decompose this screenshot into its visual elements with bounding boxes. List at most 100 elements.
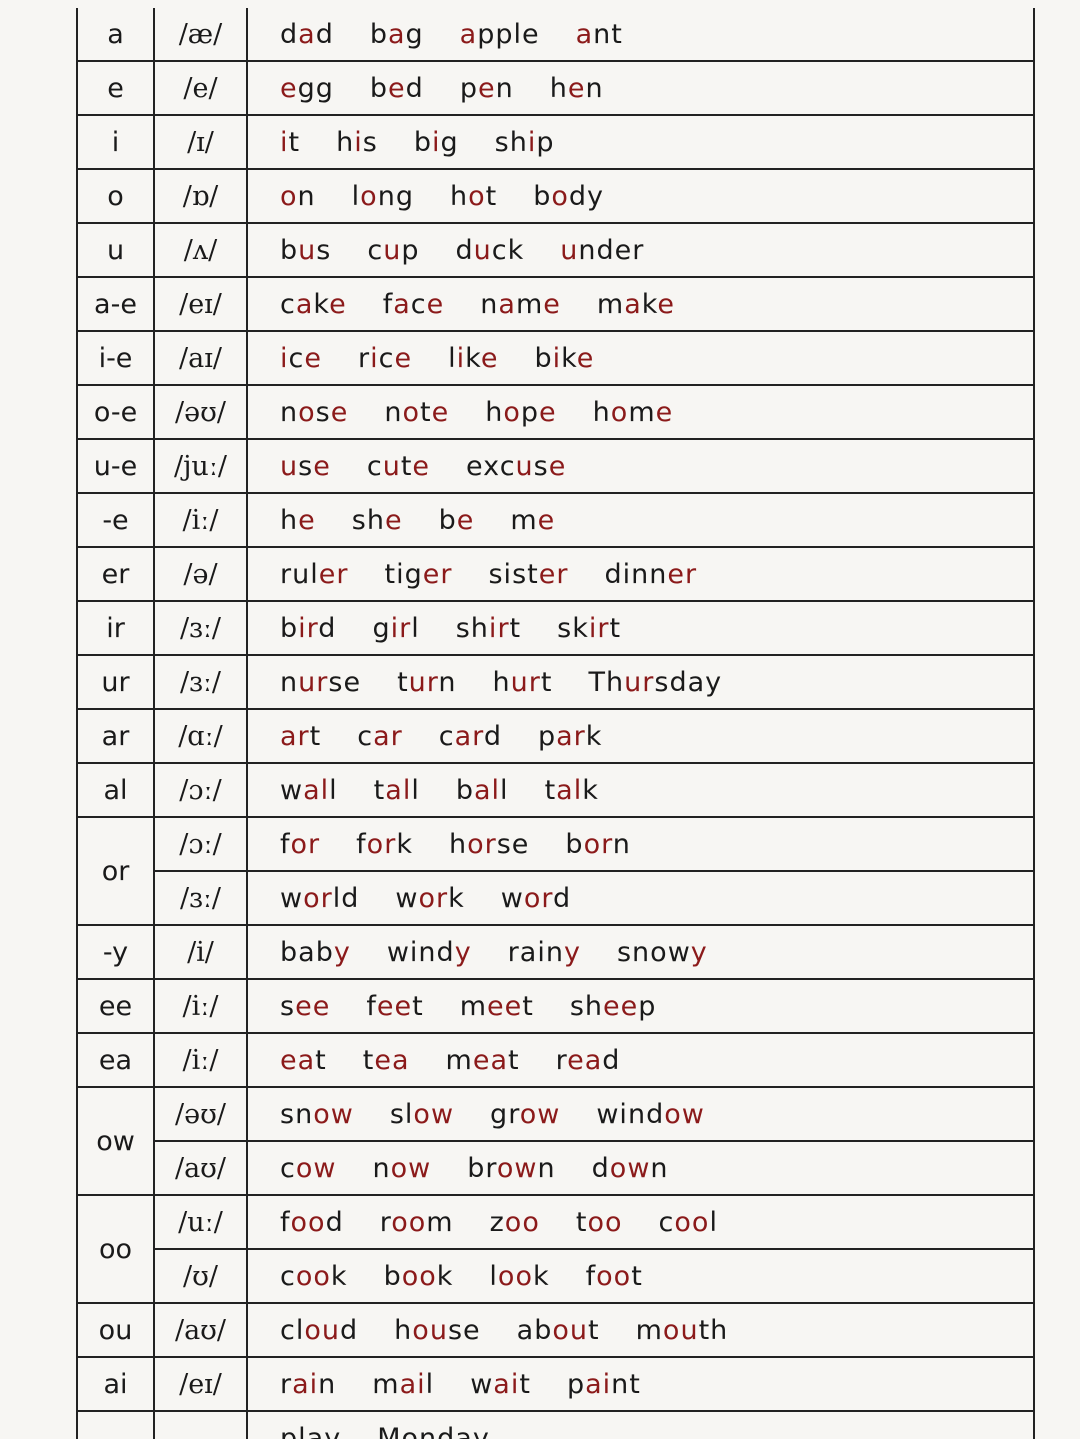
word: rice	[358, 342, 413, 374]
word: food	[280, 1206, 344, 1238]
word: room	[379, 1206, 454, 1238]
word: foot	[585, 1260, 643, 1292]
word: note	[384, 396, 450, 428]
grapheme-cell: -e	[76, 494, 155, 548]
phonetic-cell: /ɜː/	[155, 872, 248, 926]
word: bag	[369, 18, 424, 50]
word: be	[438, 504, 475, 536]
phonetic-cell: /ɪ/	[155, 116, 248, 170]
grapheme-cell: o	[76, 170, 155, 224]
word: ruler	[280, 558, 349, 590]
phonetic-cell: /aʊ/	[155, 1142, 248, 1196]
grapheme-cell: ar	[76, 710, 155, 764]
words-cell: rain mail wait paint	[248, 1358, 1035, 1412]
word: feet	[366, 990, 424, 1022]
words-cell: nurse turn hurt Thursday	[248, 656, 1035, 710]
word: baby	[280, 936, 351, 968]
word: ship	[494, 126, 555, 158]
phonetic-cell: /iː/	[155, 980, 248, 1034]
word: window	[596, 1098, 705, 1130]
phonetic-cell: /əʊ/	[155, 1088, 248, 1142]
words-cell: ruler tiger sister dinner	[248, 548, 1035, 602]
word: skirt	[557, 612, 622, 644]
grapheme-cell: or	[76, 818, 155, 926]
word: wait	[470, 1368, 531, 1400]
word: body	[533, 180, 605, 212]
words-cell: cook book look foot	[248, 1250, 1035, 1304]
word: his	[336, 126, 378, 158]
words-cell: play Monday	[248, 1412, 1035, 1439]
phonetic-cell: /ɔː/	[155, 818, 248, 872]
word: dad	[280, 18, 334, 50]
words-cell: nose note hope home	[248, 386, 1035, 440]
grapheme-cell: er	[76, 548, 155, 602]
words-cell: snow slow grow window	[248, 1088, 1035, 1142]
phonetic-cell: /ɜː/	[155, 602, 248, 656]
word: me	[510, 504, 556, 536]
word: talk	[544, 774, 599, 806]
grapheme-cell: i	[76, 116, 155, 170]
phonetic-cell	[155, 1412, 248, 1439]
word: wall	[280, 774, 338, 806]
word: paint	[566, 1368, 641, 1400]
word: it	[280, 126, 301, 158]
word: bird	[280, 612, 337, 644]
word: bed	[369, 72, 424, 104]
phonetic-cell: /iː/	[155, 1034, 248, 1088]
phonetic-cell: /eɪ/	[155, 278, 248, 332]
words-cell: on long hot body	[248, 170, 1035, 224]
grapheme-cell: o-e	[76, 386, 155, 440]
word: ball	[455, 774, 509, 806]
word: too	[575, 1206, 623, 1238]
word: she	[351, 504, 403, 536]
word: hen	[549, 72, 604, 104]
phonetic-cell: /iː/	[155, 494, 248, 548]
grapheme-cell: -y	[76, 926, 155, 980]
word: slow	[389, 1098, 455, 1130]
phonetic-cell: /uː/	[155, 1196, 248, 1250]
word: turn	[397, 666, 457, 698]
phonetic-cell: /ʊ/	[155, 1250, 248, 1304]
word: cake	[280, 288, 347, 320]
phonetic-cell: /ɜː/	[155, 656, 248, 710]
word: under	[560, 234, 645, 266]
word: windy	[386, 936, 472, 968]
word: cute	[366, 450, 431, 482]
word: for	[280, 828, 321, 860]
word: park	[537, 720, 603, 752]
words-cell: dad bag apple ant	[248, 8, 1035, 62]
word: long	[351, 180, 414, 212]
word: nose	[280, 396, 349, 428]
words-cell: wall tall ball talk	[248, 764, 1035, 818]
words-cell: baby windy rainy snowy	[248, 926, 1035, 980]
word: Monday	[377, 1422, 490, 1439]
words-cell: for fork horse born	[248, 818, 1035, 872]
phonetic-cell: /ə/	[155, 548, 248, 602]
word: card	[438, 720, 502, 752]
words-cell: bird girl shirt skirt	[248, 602, 1035, 656]
word: girl	[372, 612, 420, 644]
word: cloud	[280, 1314, 359, 1346]
word: look	[489, 1260, 550, 1292]
word: down	[591, 1152, 669, 1184]
grapheme-cell: al	[76, 764, 155, 818]
word: about	[516, 1314, 600, 1346]
word: house	[394, 1314, 481, 1346]
words-cell: ice rice like bike	[248, 332, 1035, 386]
word: book	[383, 1260, 454, 1292]
word: rainy	[507, 936, 581, 968]
word: ant	[575, 18, 623, 50]
word: rain	[280, 1368, 337, 1400]
phonetic-cell: /ɑː/	[155, 710, 248, 764]
word: snowy	[616, 936, 708, 968]
word: face	[382, 288, 445, 320]
word: art	[280, 720, 322, 752]
word: apple	[459, 18, 540, 50]
phonetic-cell: /əʊ/	[155, 386, 248, 440]
words-cell: he she be me	[248, 494, 1035, 548]
grapheme-cell: ai	[76, 1358, 155, 1412]
word: duck	[455, 234, 525, 266]
grapheme-cell: u	[76, 224, 155, 278]
words-cell: see feet meet sheep	[248, 980, 1035, 1034]
word: mouth	[635, 1314, 729, 1346]
